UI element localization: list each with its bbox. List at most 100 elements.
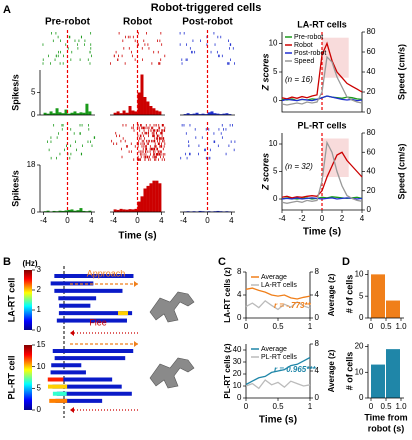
bar [210, 111, 214, 115]
line [281, 95, 363, 102]
bar [119, 208, 123, 212]
panel-label: C [218, 256, 226, 268]
bar [113, 209, 117, 212]
axis-label: LA-RT cells (z) [223, 267, 232, 323]
bar [195, 112, 199, 115]
tick-label: 20 [233, 369, 242, 378]
bar [152, 108, 156, 115]
bar [52, 210, 56, 212]
tick-label: 20 [367, 87, 376, 96]
tick-label: 5 [273, 167, 278, 176]
bar [155, 180, 159, 212]
bar [46, 113, 50, 115]
tick-label: 5 [31, 88, 36, 97]
tick-label: 0 [315, 313, 320, 322]
tick-label: 60 [367, 147, 376, 156]
tick-label: 10 [269, 39, 278, 48]
legend-label: Post-robot [294, 50, 326, 57]
bar [67, 209, 71, 212]
bar [128, 106, 132, 115]
bar [158, 111, 162, 115]
tick-label: 0 [273, 96, 278, 105]
axis-label: PL-RT cells (z) [223, 343, 232, 398]
arrow-head [70, 330, 74, 336]
bar [116, 209, 120, 212]
tick-label: -4 [40, 216, 48, 225]
bar [207, 112, 211, 115]
arrow-head [134, 281, 138, 287]
unit-label: (Hz) [22, 259, 37, 268]
tick-label: 0 [237, 393, 242, 402]
tick-label: 0 [359, 313, 364, 322]
bar [134, 208, 138, 212]
tick-label: 0 [135, 216, 140, 225]
bar [64, 210, 68, 212]
bar [225, 113, 229, 115]
approach-label: Approach [87, 268, 126, 278]
legend-label: PL-RT cells [261, 354, 297, 361]
heatmap-row [58, 311, 133, 316]
bar [70, 112, 74, 115]
line [281, 41, 363, 100]
bar [46, 210, 50, 212]
tick-label: 80 [367, 128, 376, 137]
tick-label: -4 [110, 216, 118, 225]
bar [52, 113, 56, 115]
tick-label: 20 [367, 186, 376, 195]
heatmap-row [55, 398, 103, 403]
tick-label: 5 [359, 291, 364, 300]
line [281, 55, 363, 106]
tick-label: 10 [233, 381, 242, 390]
bar [201, 113, 205, 115]
tick-label: 4 [89, 216, 94, 225]
legend-label: LA-RT cells [261, 282, 297, 289]
tick-label: 60 [367, 47, 376, 56]
heatmap-row [54, 356, 126, 361]
bar [49, 111, 53, 115]
heatmap-hot [118, 311, 128, 316]
bar [386, 300, 400, 318]
axis-label: Time (s) [118, 231, 156, 242]
panel-label: A [3, 4, 11, 16]
bar [146, 101, 150, 115]
bar [371, 364, 385, 398]
heatmap-row [51, 377, 113, 382]
bar [82, 210, 86, 212]
annotation: (n = 32) [285, 162, 313, 171]
panel-label: B [3, 256, 11, 268]
bar [192, 113, 196, 115]
bar [122, 209, 126, 212]
tick-label: 30 [233, 357, 242, 366]
tick-label: 0 [359, 393, 364, 402]
tick-label: 0 [37, 325, 42, 334]
bar [228, 114, 232, 115]
tick-label: 0 [205, 216, 210, 225]
line [281, 140, 363, 204]
bar [213, 113, 217, 115]
axis-label: Time from [364, 412, 407, 422]
tick-label: 5 [273, 67, 278, 76]
bar [219, 114, 223, 115]
tick-label: -2 [298, 214, 306, 223]
bar [131, 110, 135, 115]
axis-label: Time (s) [303, 227, 341, 238]
bar [198, 114, 202, 115]
bar [189, 114, 193, 115]
heatmap-row [59, 303, 91, 308]
tick-label: 0 [273, 194, 278, 203]
line [245, 287, 311, 300]
tick-label: 2 [340, 214, 345, 223]
bar [64, 109, 68, 115]
tick-label: 0.5 [272, 322, 284, 331]
tick-label: 1.0 [395, 322, 407, 331]
tick-label: 4 [229, 216, 234, 225]
tick-label: 5 [37, 383, 42, 392]
axis-label: robot (s) [368, 423, 405, 433]
bar [70, 209, 74, 212]
bar [371, 274, 385, 318]
bar [58, 112, 62, 115]
panel-label: D [342, 256, 350, 268]
column-title: Post-robot [182, 17, 233, 28]
legend-label: Average [261, 274, 287, 281]
